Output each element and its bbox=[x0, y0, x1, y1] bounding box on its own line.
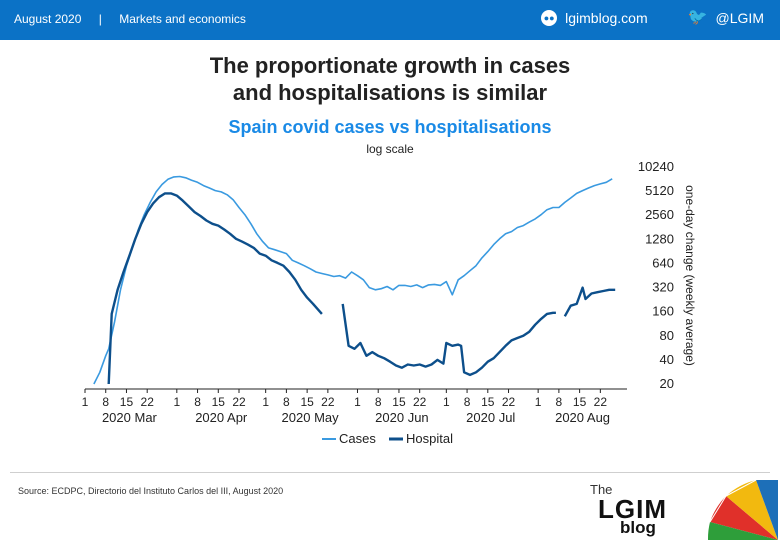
site-link[interactable]: lgimblog.com bbox=[565, 10, 648, 26]
banner-section[interactable]: Markets and economics bbox=[119, 12, 246, 26]
x-tick-label: 1 bbox=[82, 395, 89, 409]
x-month-label: 2020 May bbox=[282, 410, 340, 425]
banner-left: August 2020 | Markets and economics bbox=[14, 12, 260, 26]
x-month-label: 2020 Aug bbox=[555, 410, 610, 425]
chart-title: Spain covid cases vs hospitalisations bbox=[228, 117, 552, 137]
headline: The proportionate growth in cases and ho… bbox=[0, 52, 780, 106]
x-tick-label: 22 bbox=[502, 395, 516, 409]
lgim-blog-logo: The LGIM blog bbox=[578, 480, 778, 540]
legend-cases-label: Cases bbox=[339, 431, 376, 446]
y-tick-label: 80 bbox=[660, 328, 674, 343]
x-tick-label: 8 bbox=[102, 395, 109, 409]
y-tick-label: 40 bbox=[660, 352, 674, 367]
x-tick-label: 1 bbox=[354, 395, 361, 409]
headline-line-2: and hospitalisations is similar bbox=[232, 80, 548, 105]
logo-the: The bbox=[590, 482, 613, 497]
x-tick-label: 22 bbox=[141, 395, 155, 409]
x-month-label: 2020 Jun bbox=[375, 410, 429, 425]
banner-date: August 2020 bbox=[14, 12, 82, 26]
x-tick-label: 8 bbox=[283, 395, 290, 409]
y-axis-label: one-day change (weekly average) bbox=[683, 185, 697, 366]
logo-main: LGIM bbox=[598, 494, 667, 524]
top-banner: August 2020 | Markets and economics ●● l… bbox=[0, 0, 780, 40]
x-tick-label: 8 bbox=[194, 395, 201, 409]
x-tick-label: 8 bbox=[556, 395, 563, 409]
x-tick-label: 1 bbox=[443, 395, 450, 409]
footer-divider bbox=[10, 472, 770, 473]
y-tick-label: 320 bbox=[652, 280, 674, 295]
y-tick-label: 10240 bbox=[638, 159, 674, 174]
twitter-icon: 🐦 bbox=[687, 9, 708, 26]
chart-subtitle: log scale bbox=[366, 142, 414, 156]
x-tick-label: 22 bbox=[594, 395, 608, 409]
y-tick-label: 2560 bbox=[645, 207, 674, 222]
twitter-handle[interactable]: @LGIM bbox=[715, 10, 764, 26]
x-tick-label: 8 bbox=[464, 395, 471, 409]
y-tick-label: 5120 bbox=[645, 183, 674, 198]
x-tick-label: 15 bbox=[573, 395, 587, 409]
x-tick-label: 1 bbox=[262, 395, 269, 409]
cases-series-line bbox=[93, 175, 613, 385]
hospital-series-line bbox=[107, 192, 323, 385]
hospital-series-line bbox=[341, 303, 556, 377]
chart-svg: 1 8 15 22 1 8 15 22 1 8 15 22 1 8 15 22 1 8 15 22 1 8 15 222020… bbox=[82, 159, 697, 446]
x-tick-label: 1 bbox=[535, 395, 542, 409]
source-note: Source: ECDPC, Directorio del Instituto … bbox=[18, 486, 284, 496]
y-tick-label: 20 bbox=[660, 376, 674, 391]
x-tick-label: 15 bbox=[300, 395, 314, 409]
x-tick-label: 22 bbox=[413, 395, 427, 409]
banner-separator: | bbox=[98, 12, 102, 26]
lgim-blog-icon: ●● bbox=[541, 10, 558, 26]
headline-line-1: The proportionate growth in cases bbox=[209, 53, 571, 78]
hospital-series-line bbox=[563, 286, 616, 317]
x-month-label: 2020 Jul bbox=[466, 410, 515, 425]
x-tick-label: 15 bbox=[392, 395, 406, 409]
x-tick-label: 1 bbox=[173, 395, 180, 409]
x-tick-label: 15 bbox=[481, 395, 495, 409]
x-month-label: 2020 Mar bbox=[102, 410, 158, 425]
y-tick-label: 1280 bbox=[645, 231, 674, 246]
banner-right: ●● lgimblog.com 🐦 @LGIM bbox=[541, 10, 764, 26]
x-tick-label: 15 bbox=[212, 395, 226, 409]
legend-hospital-label: Hospital bbox=[406, 431, 453, 446]
umbrella-icon bbox=[707, 480, 778, 540]
x-tick-label: 15 bbox=[120, 395, 134, 409]
x-tick-label: 8 bbox=[375, 395, 382, 409]
x-tick-label: 22 bbox=[232, 395, 246, 409]
y-tick-label: 160 bbox=[652, 304, 674, 319]
y-tick-label: 640 bbox=[652, 255, 674, 270]
x-month-label: 2020 Apr bbox=[195, 410, 248, 425]
x-tick-label: 22 bbox=[321, 395, 335, 409]
logo-blog: blog bbox=[620, 518, 656, 537]
